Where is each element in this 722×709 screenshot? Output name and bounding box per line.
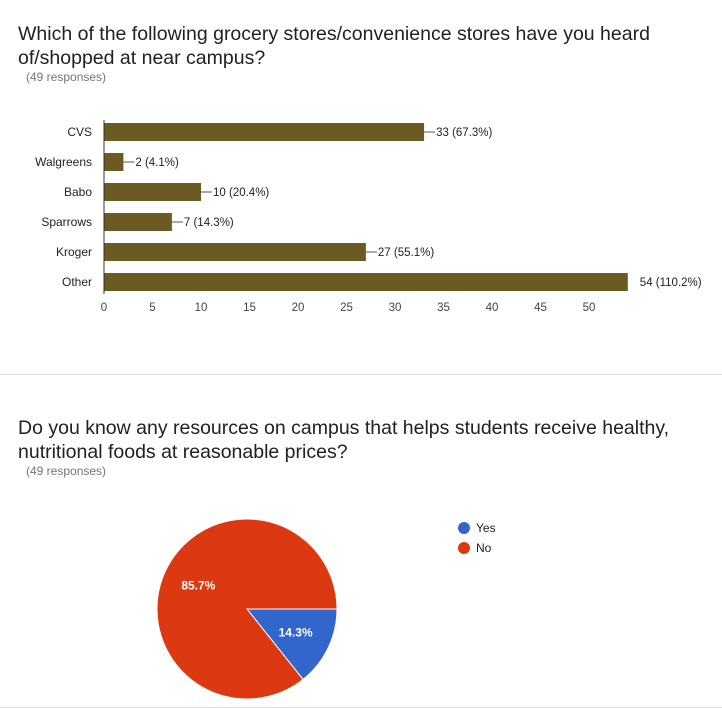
bar-sparrows xyxy=(104,213,172,231)
question-title: Which of the following grocery stores/co… xyxy=(18,23,650,69)
category-label: Kroger xyxy=(56,245,92,259)
pie-legend: Yes No xyxy=(458,518,496,558)
data-label: 10 (20.4%) xyxy=(213,187,269,199)
category-label: Babo xyxy=(64,185,92,199)
data-label: 54 (110.2%) xyxy=(640,277,702,289)
data-label: 2 (4.1%) xyxy=(135,157,179,169)
x-tick-label: 0 xyxy=(101,302,107,314)
bar-cvs xyxy=(104,123,425,141)
question-card-resources: Do you know any resources on campus that… xyxy=(0,381,722,708)
legend-item-no: No xyxy=(458,538,496,558)
x-tick-label: 15 xyxy=(243,302,256,314)
legend-label-yes: Yes xyxy=(476,521,496,535)
legend-item-yes: Yes xyxy=(458,518,496,538)
bar-walgreens xyxy=(104,153,124,171)
x-tick-label: 10 xyxy=(195,302,208,314)
data-label: 7 (14.3%) xyxy=(184,217,234,229)
question-card-stores: Which of the following grocery stores/co… xyxy=(0,23,722,375)
card-separator xyxy=(0,375,722,381)
response-count: (49 responses) xyxy=(26,464,107,478)
x-tick-label: 30 xyxy=(389,302,402,314)
x-tick-label: 45 xyxy=(534,302,547,314)
bar-other xyxy=(104,273,628,291)
data-label: 27 (55.1%) xyxy=(378,247,434,259)
data-label: 33 (67.3%) xyxy=(436,127,492,139)
category-label: Other xyxy=(62,275,92,289)
x-tick-label: 40 xyxy=(486,302,499,314)
x-tick-label: 20 xyxy=(292,302,305,314)
category-label: CVS xyxy=(67,125,92,139)
bar-chart: CVS 33 (67.3%) Walgreens 2 (4.1%) Babo 10 (20… xyxy=(35,120,702,314)
x-tick-label: 25 xyxy=(340,302,353,314)
x-tick-label: 35 xyxy=(437,302,450,314)
x-tick-label: 5 xyxy=(149,302,155,314)
question-title: Do you know any resources on campus that… xyxy=(18,417,670,463)
category-label: Sparrows xyxy=(41,215,92,229)
legend-swatch-no xyxy=(458,542,470,554)
category-label: Walgreens xyxy=(35,155,92,169)
legend-swatch-yes xyxy=(458,522,470,534)
response-count: (49 responses) xyxy=(26,70,107,84)
bar-babo xyxy=(104,183,201,201)
legend-label-no: No xyxy=(476,541,492,555)
bar-kroger xyxy=(104,243,366,261)
x-tick-label: 50 xyxy=(583,302,596,314)
